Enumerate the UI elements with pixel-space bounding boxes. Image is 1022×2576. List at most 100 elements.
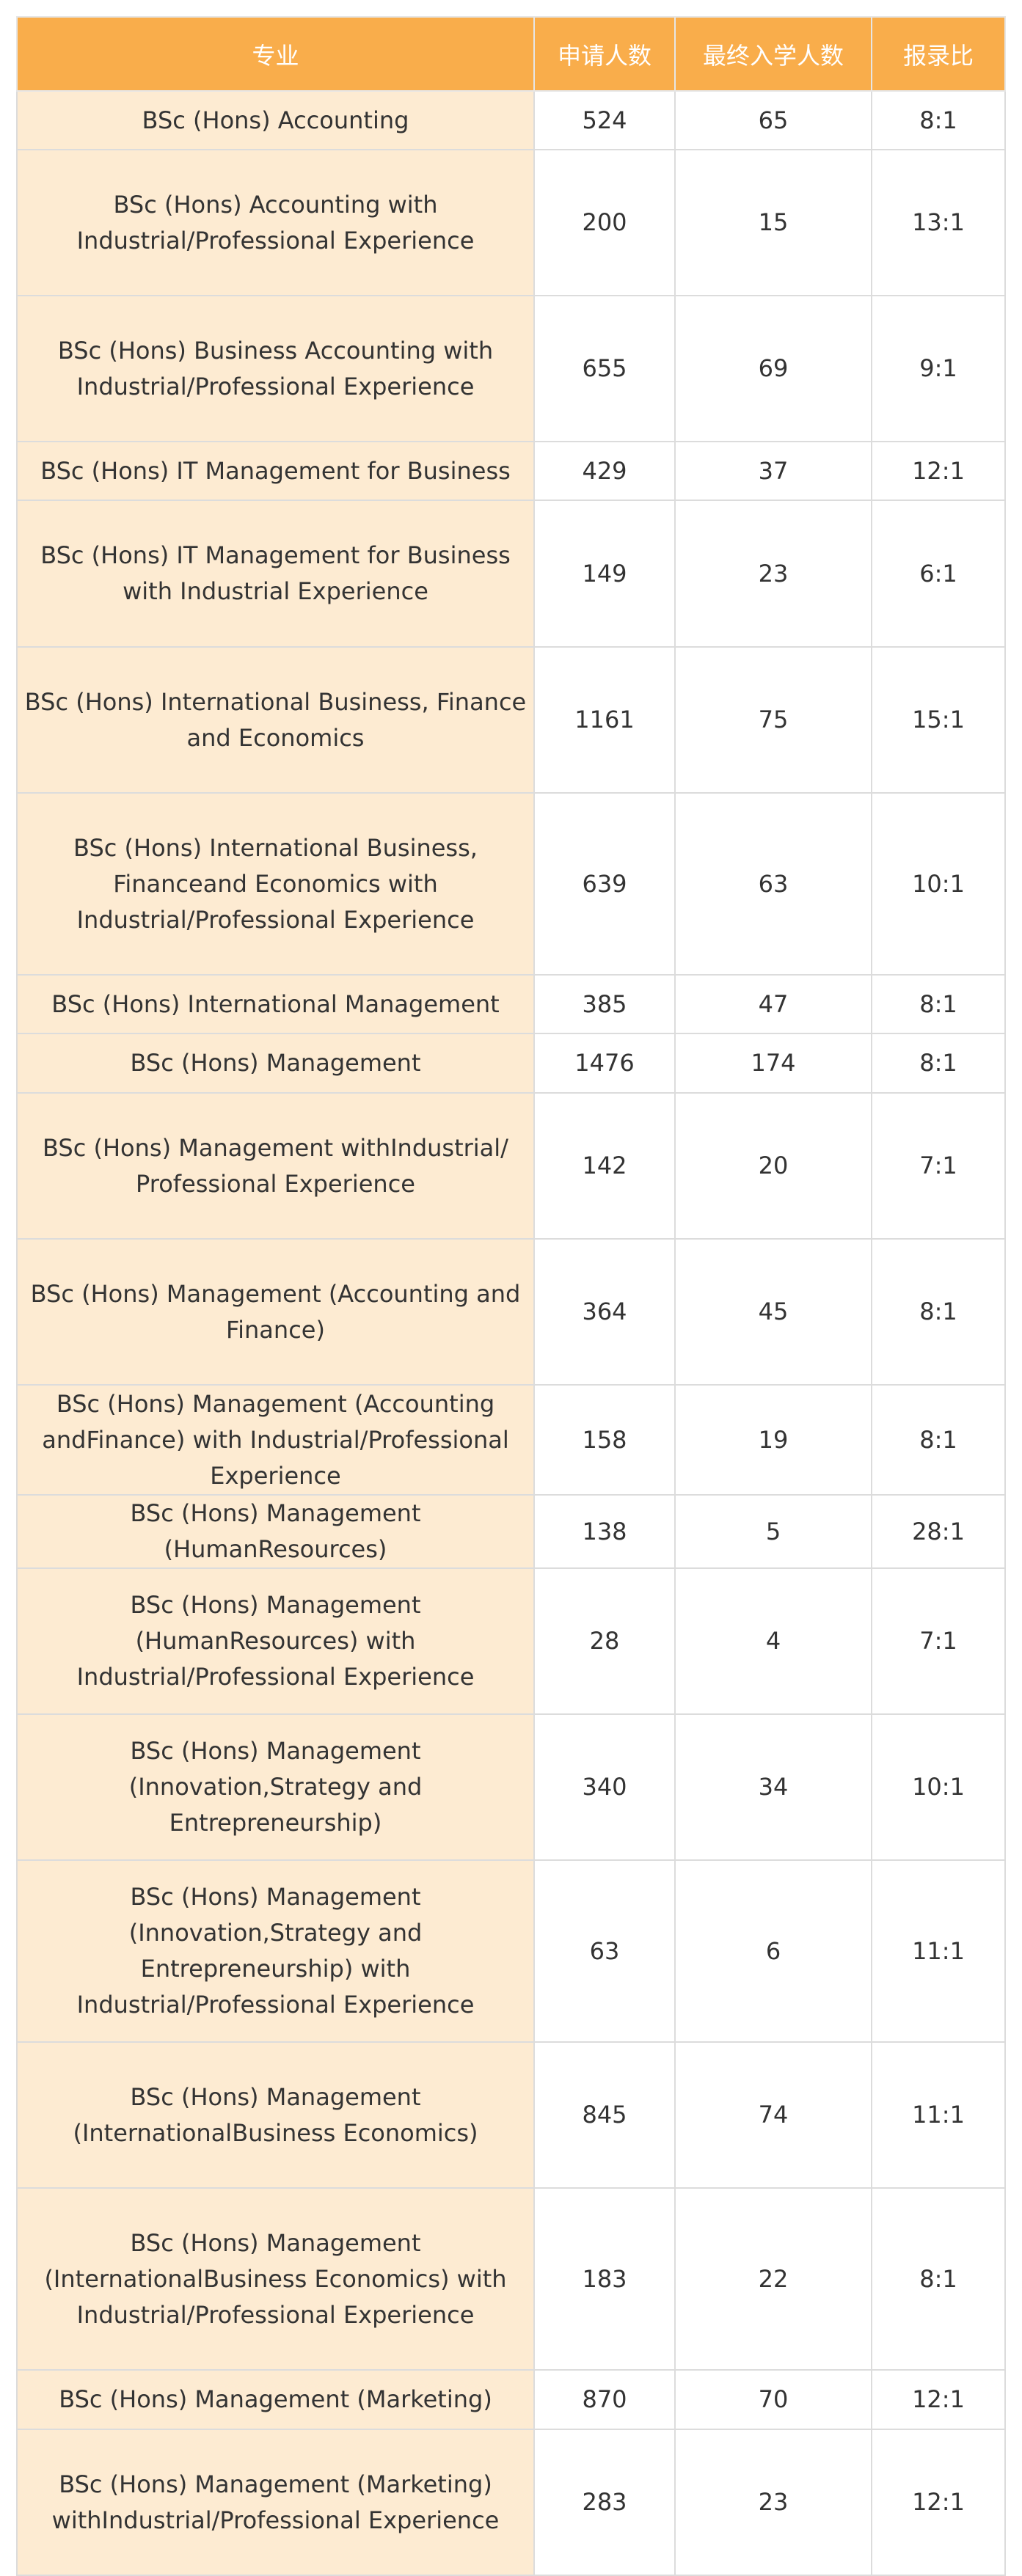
value-cell: 4 <box>674 1567 872 1715</box>
table-row: BSc (Hons) Management (HumanResources) 13… <box>16 1494 1006 1569</box>
value-cell: 174 <box>674 1033 872 1094</box>
table-row: BSc (Hons) International Management 385 47… <box>16 974 1006 1034</box>
major-cell: BSc (Hons) Management (Marketing) withIn… <box>16 2429 535 2576</box>
table-row: BSc (Hons) Accounting with Industrial/Pr… <box>16 149 1006 296</box>
major-cell: BSc (Hons) Management (InternationalBusi… <box>16 2041 535 2189</box>
table-row: BSc (Hons) Management (Innovation,Strate… <box>16 1713 1006 1861</box>
value-cell: 37 <box>674 441 872 501</box>
value-cell: 7:1 <box>871 1092 1006 1240</box>
value-cell: 138 <box>533 1494 676 1569</box>
table-row: BSc (Hons) Accounting 524 65 8:1 <box>16 90 1006 150</box>
header-cell: 申请人数 <box>533 16 676 92</box>
value-cell: 8:1 <box>871 974 1006 1034</box>
major-cell: BSc (Hons) Management (InternationalBusi… <box>16 2187 535 2371</box>
header-cell: 最终入学人数 <box>674 16 872 92</box>
value-cell: 75 <box>674 646 872 794</box>
major-cell: BSc (Hons) International Business, Finan… <box>16 792 535 976</box>
value-cell: 23 <box>674 500 872 648</box>
value-cell: 8:1 <box>871 1033 1006 1094</box>
major-cell: BSc (Hons) Management (HumanResources) <box>16 1494 535 1569</box>
value-cell: 28:1 <box>871 1494 1006 1569</box>
major-cell: BSc (Hons) Management (Innovation,Strate… <box>16 1859 535 2043</box>
value-cell: 655 <box>533 295 676 442</box>
table-row: BSc (Hons) International Business, Finan… <box>16 646 1006 794</box>
table-row: BSc (Hons) Management (Accounting andFin… <box>16 1384 1006 1496</box>
value-cell: 639 <box>533 792 676 976</box>
value-cell: 283 <box>533 2429 676 2576</box>
header-row: 专业 申请人数 最终入学人数 报录比 <box>16 16 1006 92</box>
table-row: BSc (Hons) Management (InternationalBusi… <box>16 2187 1006 2371</box>
table-row: BSc (Hons) Management (Marketing) 870 70 12… <box>16 2369 1006 2430</box>
value-cell: 74 <box>674 2041 872 2189</box>
value-cell: 23 <box>674 2429 872 2576</box>
value-cell: 12:1 <box>871 441 1006 501</box>
value-cell: 10:1 <box>871 1713 1006 1861</box>
major-cell: BSc (Hons) Management (Marketing) <box>16 2369 535 2430</box>
value-cell: 63 <box>674 792 872 976</box>
major-cell: BSc (Hons) Accounting <box>16 90 535 150</box>
major-cell: BSc (Hons) IT Management for Business <box>16 441 535 501</box>
value-cell: 22 <box>674 2187 872 2371</box>
value-cell: 8:1 <box>871 90 1006 150</box>
value-cell: 6 <box>674 1859 872 2043</box>
value-cell: 12:1 <box>871 2369 1006 2430</box>
value-cell: 45 <box>674 1238 872 1386</box>
value-cell: 9:1 <box>871 295 1006 442</box>
value-cell: 69 <box>674 295 872 442</box>
major-cell: BSc (Hons) Management (HumanResources) w… <box>16 1567 535 1715</box>
table-row: BSc (Hons) Management (Marketing) withIn… <box>16 2429 1006 2576</box>
table-row: BSc (Hons) International Business, Finan… <box>16 792 1006 976</box>
value-cell: 183 <box>533 2187 676 2371</box>
table-row: BSc (Hons) Management (Accounting and Fi… <box>16 1238 1006 1386</box>
value-cell: 364 <box>533 1238 676 1386</box>
major-cell: BSc (Hons) IT Management for Business wi… <box>16 500 535 648</box>
table-row: BSc (Hons) Management withIndustrial/ Pr… <box>16 1092 1006 1240</box>
value-cell: 845 <box>533 2041 676 2189</box>
value-cell: 15 <box>674 149 872 296</box>
value-cell: 7:1 <box>871 1567 1006 1715</box>
value-cell: 70 <box>674 2369 872 2430</box>
major-cell: BSc (Hons) Management <box>16 1033 535 1094</box>
value-cell: 870 <box>533 2369 676 2430</box>
value-cell: 11:1 <box>871 2041 1006 2189</box>
table-row: BSc (Hons) Management (InternationalBusi… <box>16 2041 1006 2189</box>
header-cell: 报录比 <box>871 16 1006 92</box>
value-cell: 524 <box>533 90 676 150</box>
table-row: BSc (Hons) Business Accounting with Indu… <box>16 295 1006 442</box>
value-cell: 385 <box>533 974 676 1034</box>
header-cell: 专业 <box>16 16 535 92</box>
value-cell: 19 <box>674 1384 872 1496</box>
value-cell: 11:1 <box>871 1859 1006 2043</box>
value-cell: 158 <box>533 1384 676 1496</box>
table-row: BSc (Hons) Management (HumanResources) w… <box>16 1567 1006 1715</box>
value-cell: 13:1 <box>871 149 1006 296</box>
table-row: BSc (Hons) Management (Innovation,Strate… <box>16 1859 1006 2043</box>
value-cell: 429 <box>533 441 676 501</box>
major-cell: BSc (Hons) International Management <box>16 974 535 1034</box>
major-cell: BSc (Hons) Accounting with Industrial/Pr… <box>16 149 535 296</box>
value-cell: 340 <box>533 1713 676 1861</box>
table-container: 专业 申请人数 最终入学人数 报录比 BSc (Hons) Accounting 524… <box>16 16 1006 2576</box>
value-cell: 8:1 <box>871 1384 1006 1496</box>
value-cell: 65 <box>674 90 872 150</box>
value-cell: 142 <box>533 1092 676 1240</box>
value-cell: 149 <box>533 500 676 648</box>
value-cell: 20 <box>674 1092 872 1240</box>
value-cell: 10:1 <box>871 792 1006 976</box>
value-cell: 8:1 <box>871 2187 1006 2371</box>
major-cell: BSc (Hons) International Business, Finan… <box>16 646 535 794</box>
value-cell: 34 <box>674 1713 872 1861</box>
table-body: BSc (Hons) Accounting 524 65 8:1 BSc (Hons) … <box>16 90 1006 2576</box>
value-cell: 1161 <box>533 646 676 794</box>
table-row: BSc (Hons) IT Management for Business 429… <box>16 441 1006 501</box>
major-cell: BSc (Hons) Management (Accounting and Fi… <box>16 1238 535 1386</box>
major-cell: BSc (Hons) Management withIndustrial/ Pr… <box>16 1092 535 1240</box>
value-cell: 1476 <box>533 1033 676 1094</box>
major-cell: BSc (Hons) Management (Accounting andFin… <box>16 1384 535 1496</box>
table-row: BSc (Hons) Management 1476 174 8:1 <box>16 1033 1006 1094</box>
value-cell: 63 <box>533 1859 676 2043</box>
value-cell: 12:1 <box>871 2429 1006 2576</box>
value-cell: 200 <box>533 149 676 296</box>
value-cell: 5 <box>674 1494 872 1569</box>
